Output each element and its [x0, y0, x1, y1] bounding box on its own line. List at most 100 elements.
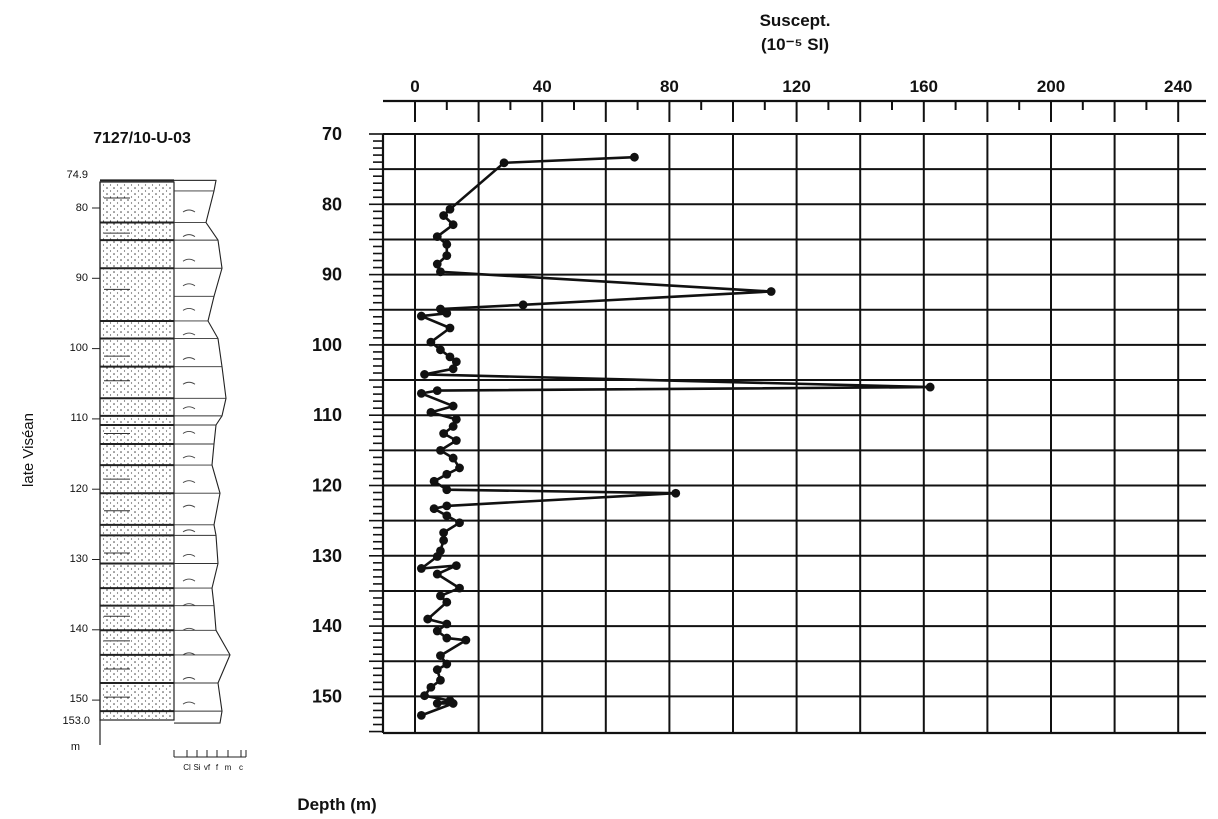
y-tick-label: 100 [312, 335, 342, 355]
data-point [436, 445, 445, 455]
series-suscept [416, 152, 935, 720]
data-point [925, 382, 935, 392]
data-point [448, 220, 458, 230]
data-point [432, 232, 442, 242]
y-tick-label: 150 [312, 686, 342, 706]
data-point [671, 488, 681, 498]
data-point [439, 211, 449, 220]
data-point [455, 583, 464, 593]
x-tick-label: 80 [660, 77, 679, 96]
y-axis-label: Depth (m) [297, 795, 376, 814]
data-point [432, 569, 442, 579]
data-point [448, 364, 458, 374]
data-point [442, 633, 452, 643]
data-point [448, 422, 458, 431]
data-point [439, 429, 449, 438]
data-point [420, 691, 429, 701]
data-point [426, 407, 436, 417]
data-point [423, 614, 433, 624]
data-point [766, 287, 776, 296]
data-point [448, 453, 458, 463]
y-axis-ticks: 70 80 90 100 110 120 130 140 150 [312, 124, 383, 733]
data-point [518, 300, 528, 310]
data-point [445, 352, 455, 362]
x-tick-label: 240 [1164, 77, 1192, 96]
data-point [436, 267, 445, 277]
x-tick-label: 0 [410, 77, 419, 96]
data-point [436, 591, 445, 601]
x-axis-ticks: 0 40 80 120 160 200 240 [410, 77, 1192, 122]
grain-size-label: c [239, 763, 243, 772]
log-depth-tick: 130 [70, 553, 88, 565]
data-point [436, 345, 445, 355]
well-id-label: 7127/10-U-03 [93, 130, 191, 147]
log-depth-tick: 100 [70, 342, 88, 354]
data-point [442, 597, 452, 607]
data-point [429, 504, 439, 514]
data-point [426, 337, 436, 347]
x-tick-label: 40 [533, 77, 552, 96]
data-point [461, 635, 471, 645]
data-point [432, 626, 442, 636]
data-point [442, 619, 452, 629]
x-tick-label: 160 [910, 77, 938, 96]
y-tick-label: 80 [322, 194, 342, 214]
data-point [455, 518, 464, 528]
chart-title: Suscept. [760, 11, 831, 30]
grain-size-profile [174, 179, 231, 724]
data-point [436, 304, 445, 314]
grain-size-label: m [225, 763, 232, 772]
data-point [499, 158, 509, 168]
grain-size-label: Cl [183, 763, 191, 772]
data-point [442, 239, 452, 249]
log-depth-tick: 90 [76, 272, 88, 284]
data-point [416, 311, 426, 321]
data-point [432, 259, 442, 269]
data-point [448, 699, 458, 708]
data-point [439, 528, 449, 538]
x-tick-label: 120 [782, 77, 810, 96]
data-point [436, 651, 445, 661]
y-tick-label: 90 [322, 265, 342, 285]
log-depth-tick: 153.0 [62, 715, 90, 727]
susceptibility-chart: Suscept. (10⁻⁵ SI) 0 40 80 120 160 200 240 70 8… [297, 11, 1206, 814]
log-depth-tick: 120 [70, 483, 88, 495]
data-point [432, 699, 442, 708]
chart-subtitle: (10⁻⁵ SI) [761, 35, 829, 54]
y-tick-label: 120 [312, 476, 342, 496]
x-tick-label: 200 [1037, 77, 1065, 96]
grain-size-label: vf [204, 763, 211, 772]
lithology-column [99, 179, 175, 721]
data-point [442, 511, 452, 521]
grain-size-scale: Cl Si vf f m c [173, 750, 247, 772]
data-point [451, 436, 461, 445]
data-point [416, 389, 426, 398]
data-point [630, 152, 639, 162]
data-point [432, 386, 442, 395]
data-point [436, 675, 445, 685]
data-point [432, 665, 442, 675]
bed-boundaries [100, 179, 174, 713]
data-point [451, 561, 461, 571]
log-depth-tick: 140 [70, 623, 88, 635]
data-point [426, 682, 436, 692]
data-point [445, 323, 455, 333]
data-point [448, 401, 458, 411]
data-point [420, 370, 429, 379]
log-depth-tick: 110 [70, 412, 88, 424]
chart-grid [381, 99, 1206, 735]
data-point [451, 357, 461, 367]
y-tick-label: 70 [322, 124, 342, 144]
data-point [416, 710, 426, 720]
data-point [442, 308, 452, 318]
data-point [445, 204, 455, 214]
data-point [429, 476, 439, 486]
data-point [442, 251, 452, 261]
data-point [442, 485, 452, 495]
log-unit-label: m [71, 741, 80, 753]
data-point [442, 501, 452, 511]
stage-label: late Viséan [20, 413, 37, 487]
data-point [416, 564, 426, 573]
data-point [432, 552, 442, 561]
log-depth-tick: 150 [70, 693, 88, 705]
